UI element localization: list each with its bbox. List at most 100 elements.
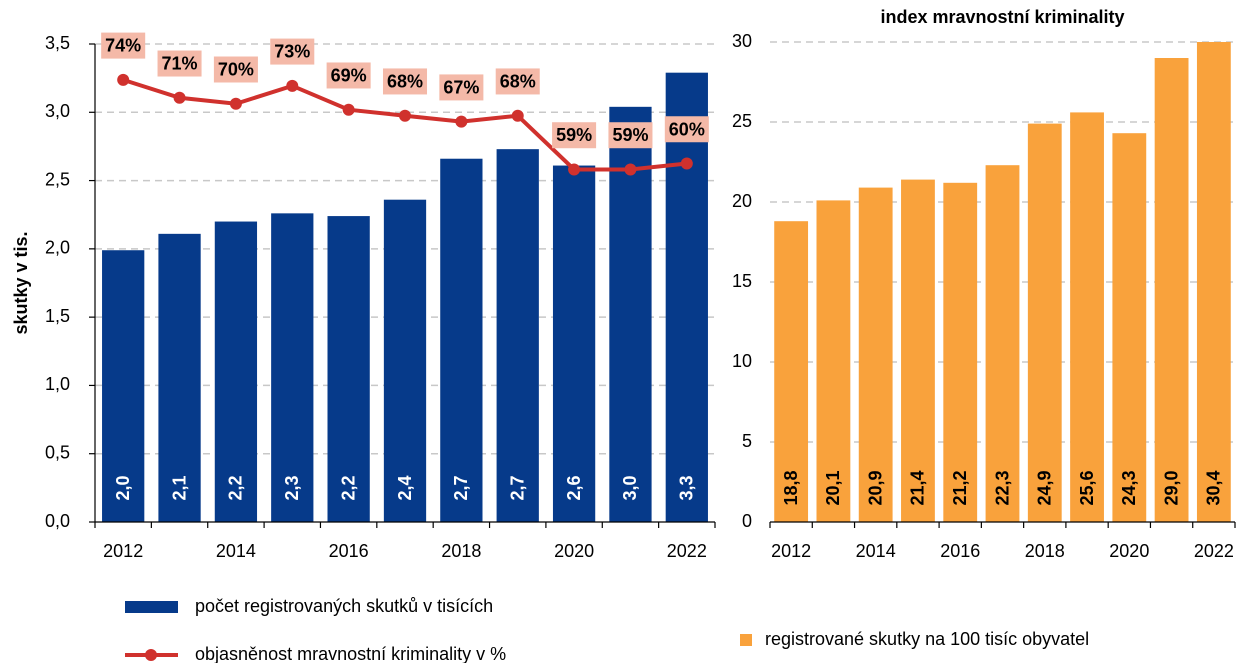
bar-value-label: 2,7 <box>451 475 471 500</box>
line-value-label: 60% <box>669 119 705 139</box>
bar-value-label: 21,2 <box>950 470 970 505</box>
line-value-label: 69% <box>331 65 367 85</box>
y-tick-label: 2,0 <box>45 238 70 258</box>
label-box <box>326 62 371 89</box>
y-tick-label: 15 <box>732 271 752 291</box>
bar <box>327 216 370 522</box>
x-tick-label: 2020 <box>1109 541 1149 561</box>
y-tick-label: 25 <box>732 111 752 131</box>
line-point <box>229 97 242 110</box>
label-box <box>213 56 258 83</box>
bar <box>102 250 145 522</box>
y-tick-label: 0,5 <box>45 442 70 462</box>
legend-label: počet registrovaných skutků v tisících <box>195 596 493 616</box>
line-value-label: 70% <box>218 60 254 80</box>
line-point <box>624 163 637 176</box>
line-point <box>568 163 581 176</box>
line-point <box>342 103 355 116</box>
legend-swatch <box>125 601 178 613</box>
y-tick-label: 0 <box>742 511 752 531</box>
line-value-label: 67% <box>443 77 479 97</box>
bar-value-label: 30,4 <box>1204 470 1224 505</box>
x-tick-label: 2022 <box>1194 541 1234 561</box>
y-axis-label: skutky v tis. <box>11 231 31 334</box>
label-box <box>101 32 146 59</box>
x-tick-label: 2018 <box>441 541 481 561</box>
bar <box>1196 42 1231 522</box>
y-tick-label: 3,5 <box>45 33 70 53</box>
line-value-label: 68% <box>500 71 536 91</box>
y-tick-label: 10 <box>732 351 752 371</box>
bar-value-label: 22,3 <box>992 470 1012 505</box>
bar-value-label: 3,3 <box>677 475 697 500</box>
bars <box>774 42 1231 522</box>
y-tick-label: 2,5 <box>45 169 70 189</box>
label-box <box>608 122 653 149</box>
line-point <box>511 109 524 122</box>
bar-value-label: 2,7 <box>507 475 527 500</box>
line-point <box>680 157 693 170</box>
line-point <box>399 109 411 122</box>
bar-value-label: 2,6 <box>564 475 584 500</box>
label-box <box>270 38 315 65</box>
y-tick-label: 3,0 <box>45 101 70 121</box>
label-box <box>382 68 428 95</box>
bar <box>665 72 708 522</box>
label-box <box>664 116 709 143</box>
y-tick-label: 20 <box>732 191 752 211</box>
bar <box>552 165 596 522</box>
y-tick-label: 5 <box>742 431 752 451</box>
bar <box>1070 112 1104 522</box>
bar <box>774 221 809 522</box>
x-tick-label: 2012 <box>771 541 811 561</box>
bar <box>901 179 935 522</box>
x-tick-label: 2022 <box>667 541 707 561</box>
label-box <box>552 122 597 149</box>
x-tick-label: 2020 <box>554 541 594 561</box>
bar <box>985 165 1020 522</box>
bar-value-label: 25,6 <box>1077 470 1097 505</box>
line-value-label: 59% <box>556 125 592 145</box>
bar-value-label: 24,3 <box>1119 470 1139 505</box>
x-tick-label: 2016 <box>940 541 980 561</box>
y-tick-label: 30 <box>732 31 752 51</box>
bar <box>1027 123 1062 522</box>
bar-value-label: 24,9 <box>1035 470 1055 505</box>
bar <box>943 182 978 522</box>
bar-value-label: 18,8 <box>781 470 801 505</box>
legend-label: registrované skutky na 100 tisíc obyvate… <box>765 629 1089 649</box>
x-tick-label: 2018 <box>1025 541 1065 561</box>
chart-title: index mravnostní kriminality <box>880 7 1124 27</box>
bar <box>816 200 851 522</box>
y-tick-label: 1,0 <box>45 374 70 394</box>
label-box <box>157 50 202 77</box>
line-point <box>173 91 186 104</box>
y-tick-label: 0,0 <box>45 511 70 531</box>
bar <box>1154 58 1189 522</box>
legend-swatch <box>740 634 752 646</box>
line-value-label: 73% <box>274 42 310 62</box>
bar <box>271 213 314 522</box>
bar-value-label: 2,1 <box>169 475 189 500</box>
bar-value-label: 29,0 <box>1161 470 1181 505</box>
bar <box>158 233 201 522</box>
line-point <box>455 115 468 128</box>
label-box <box>495 68 540 95</box>
line-point <box>286 79 299 92</box>
legend-label: objasněnost mravnostní kriminality v % <box>195 644 506 663</box>
bar <box>609 106 652 522</box>
y-tick-label: 1,5 <box>45 306 70 326</box>
bar-value-label: 2,3 <box>282 475 302 500</box>
bar-value-label: 20,9 <box>865 470 885 505</box>
bar <box>383 199 427 522</box>
label-box <box>439 74 484 101</box>
bar <box>1112 133 1147 522</box>
bar-value-label: 3,0 <box>620 475 640 500</box>
bar <box>440 158 483 522</box>
bar-value-label: 2,0 <box>113 475 133 500</box>
bar-value-label: 2,4 <box>395 475 415 500</box>
x-tick-label: 2014 <box>856 541 896 561</box>
bar-value-label: 2,2 <box>226 475 246 500</box>
bar-value-label: 2,2 <box>338 475 358 500</box>
